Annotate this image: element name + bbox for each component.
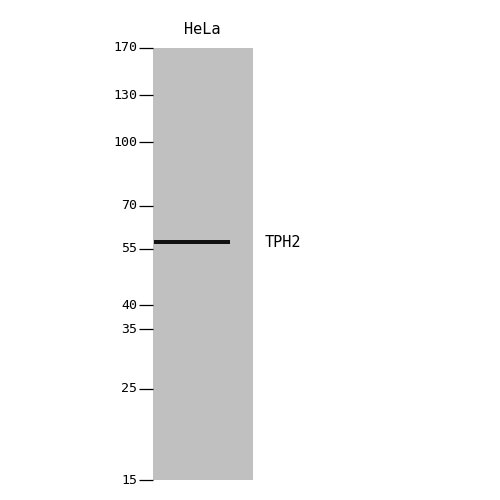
- Text: 35: 35: [122, 322, 138, 336]
- Text: TPH2: TPH2: [265, 234, 302, 250]
- Text: 100: 100: [114, 136, 138, 148]
- Text: 40: 40: [122, 299, 138, 312]
- Text: 170: 170: [114, 41, 138, 54]
- Text: 55: 55: [122, 242, 138, 255]
- Bar: [152, 48, 252, 480]
- Text: 70: 70: [122, 199, 138, 212]
- Bar: [154, 240, 230, 244]
- Text: HeLa: HeLa: [184, 22, 221, 38]
- Text: 25: 25: [122, 382, 138, 396]
- Text: 130: 130: [114, 89, 138, 102]
- Text: 15: 15: [122, 474, 138, 486]
